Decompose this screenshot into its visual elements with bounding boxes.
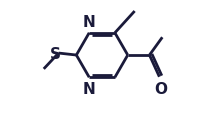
- Text: O: O: [154, 81, 167, 96]
- Text: N: N: [83, 81, 96, 96]
- Text: S: S: [50, 46, 61, 61]
- Text: N: N: [83, 15, 96, 30]
